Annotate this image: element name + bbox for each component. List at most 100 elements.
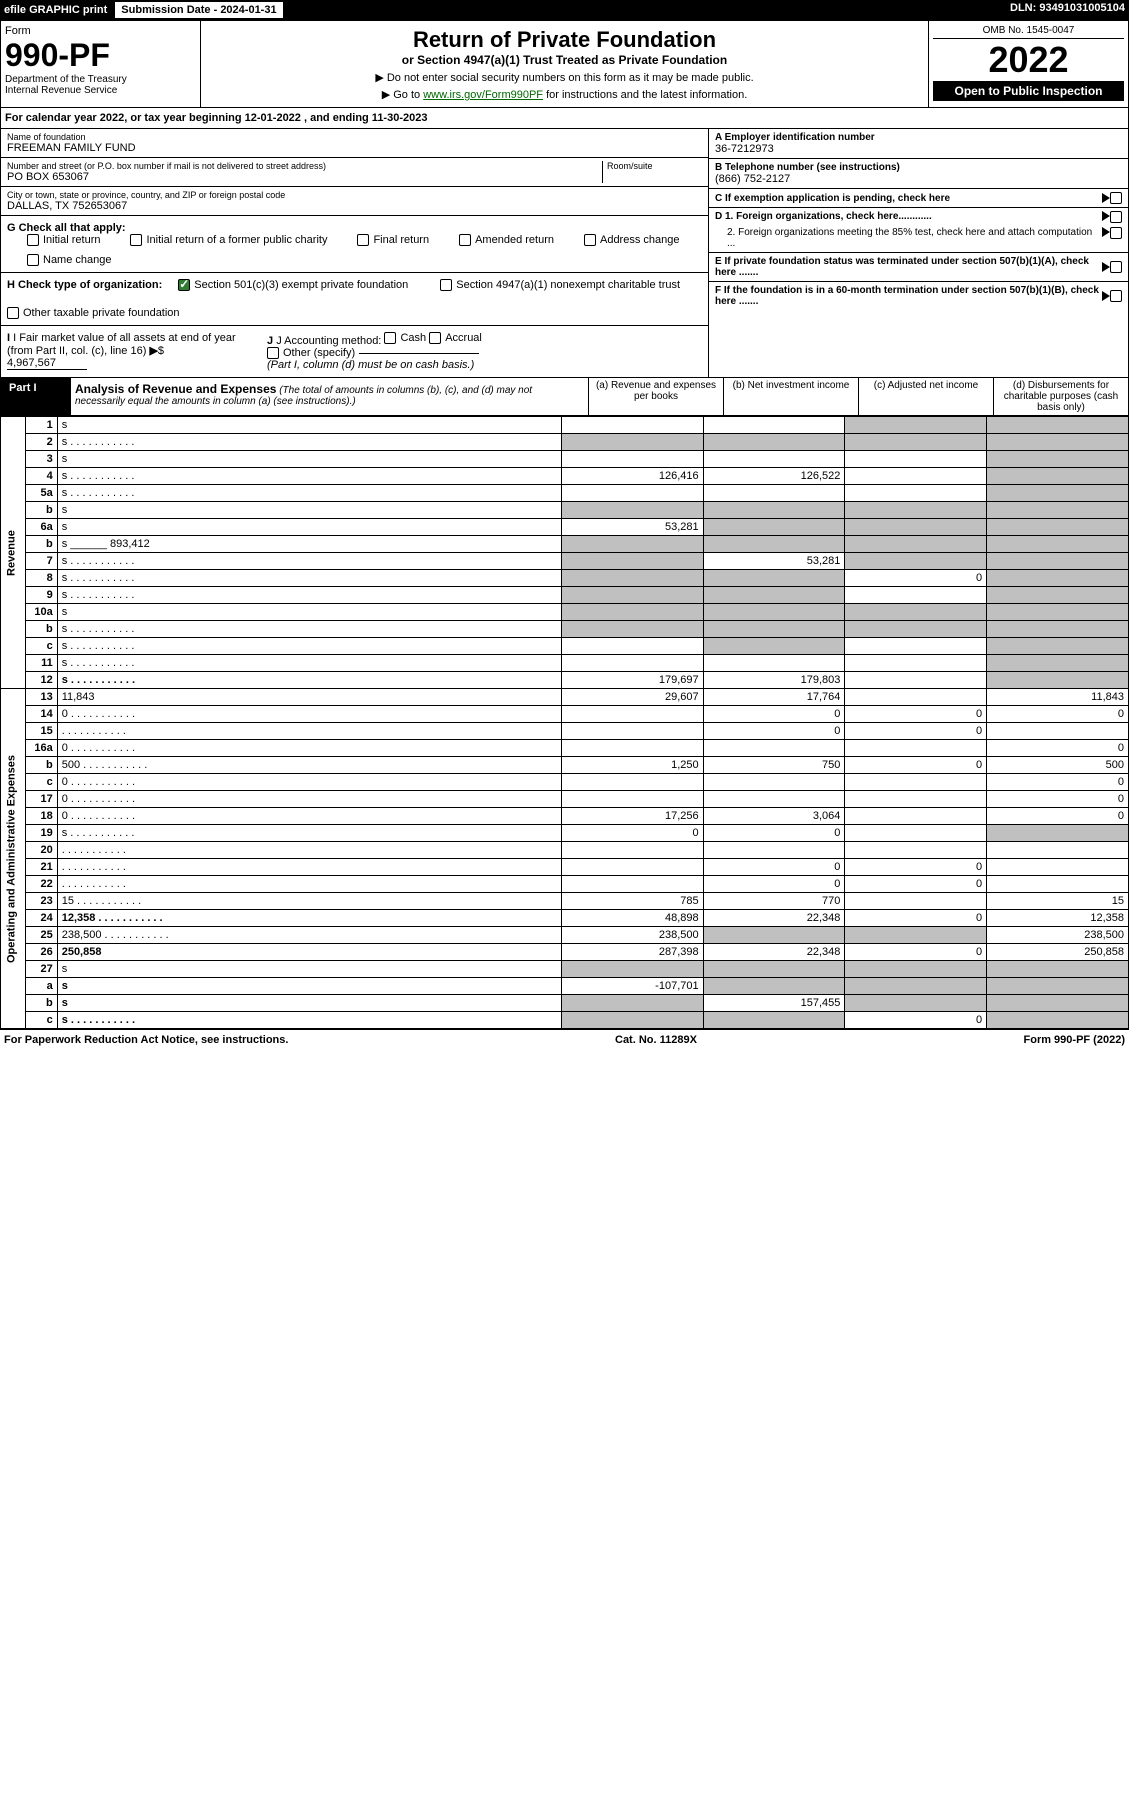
data-cell: 0	[987, 808, 1129, 825]
line-num: 16a	[26, 740, 58, 757]
g-name-change[interactable]: Name change	[27, 254, 112, 266]
g-initial-former[interactable]: Initial return of a former public charit…	[130, 234, 327, 246]
section-h: H Check type of organization: Section 50…	[1, 273, 708, 326]
data-cell	[703, 451, 845, 468]
data-cell	[845, 893, 987, 910]
line-desc: s	[57, 1012, 561, 1029]
form-header: Form 990-PF Department of the Treasury I…	[0, 20, 1129, 108]
data-cell	[845, 638, 987, 655]
data-cell	[561, 570, 703, 587]
data-cell	[561, 485, 703, 502]
line-desc: s	[57, 434, 561, 451]
table-row: 18017,2563,0640	[1, 808, 1129, 825]
dln: DLN: 93491031005104	[1010, 2, 1125, 18]
line-desc: s	[57, 995, 561, 1012]
g-final-return[interactable]: Final return	[357, 234, 429, 246]
data-cell	[845, 553, 987, 570]
line-desc: 0	[57, 706, 561, 723]
data-cell	[703, 927, 845, 944]
section-i-j: I I Fair market value of all assets at e…	[1, 326, 708, 377]
city-state-zip: DALLAS, TX 752653067	[7, 200, 702, 212]
line-desc: 0	[57, 791, 561, 808]
data-cell	[703, 961, 845, 978]
table-row: 12s179,697179,803	[1, 672, 1129, 689]
data-cell	[561, 587, 703, 604]
irs-link[interactable]: www.irs.gov/Form990PF	[423, 89, 543, 101]
table-row: c00	[1, 774, 1129, 791]
line-num: 2	[26, 434, 58, 451]
g-address-change[interactable]: Address change	[584, 234, 680, 246]
data-cell: 0	[703, 706, 845, 723]
expenses-side-label: Operating and Administrative Expenses	[1, 689, 26, 1029]
e-checkbox[interactable]	[1110, 261, 1122, 273]
d2-label: 2. Foreign organizations meeting the 85%…	[715, 227, 1102, 249]
data-cell	[987, 978, 1129, 995]
data-cell	[845, 808, 987, 825]
data-cell	[845, 774, 987, 791]
data-cell: 53,281	[703, 553, 845, 570]
line-num: 24	[26, 910, 58, 927]
h-other-taxable[interactable]: Other taxable private foundation	[7, 307, 180, 319]
line-desc: s	[57, 825, 561, 842]
line-num: 4	[26, 468, 58, 485]
table-row: 20	[1, 842, 1129, 859]
data-cell	[703, 774, 845, 791]
j-cash[interactable]: Cash	[384, 332, 426, 344]
data-cell	[987, 859, 1129, 876]
line-desc: 500	[57, 757, 561, 774]
g-amended-return[interactable]: Amended return	[459, 234, 554, 246]
data-cell	[703, 417, 845, 434]
table-row: as-107,701	[1, 978, 1129, 995]
section-g: G Check all that apply: Initial return I…	[1, 216, 708, 273]
table-row: b5001,2507500500	[1, 757, 1129, 774]
c-label: C If exemption application is pending, c…	[715, 193, 1102, 204]
data-cell	[987, 536, 1129, 553]
line-num: 19	[26, 825, 58, 842]
form-label: Form	[5, 25, 196, 37]
data-cell: 29,607	[561, 689, 703, 706]
h-4947[interactable]: Section 4947(a)(1) nonexempt charitable …	[440, 279, 680, 291]
form-number: 990-PF	[5, 37, 196, 74]
data-cell: 48,898	[561, 910, 703, 927]
part1-title: Analysis of Revenue and Expenses	[75, 382, 276, 396]
j-other[interactable]: Other (specify)	[267, 347, 482, 359]
b-label: B Telephone number (see instructions)	[715, 162, 1122, 173]
data-cell	[845, 842, 987, 859]
data-cell: 0	[987, 774, 1129, 791]
addr-label: Number and street (or P.O. box number if…	[7, 161, 602, 171]
col-d-hdr: (d) Disbursements for charitable purpose…	[993, 378, 1128, 415]
data-cell	[845, 689, 987, 706]
j-accrual[interactable]: Accrual	[429, 332, 482, 344]
data-cell	[703, 1012, 845, 1029]
g-initial-return[interactable]: Initial return	[27, 234, 100, 246]
data-cell	[987, 468, 1129, 485]
data-cell	[703, 570, 845, 587]
data-cell	[703, 434, 845, 451]
data-cell	[703, 621, 845, 638]
line-desc: 0	[57, 740, 561, 757]
table-row: 19s00	[1, 825, 1129, 842]
line-num: b	[26, 757, 58, 774]
data-cell: 0	[845, 706, 987, 723]
f-checkbox[interactable]	[1110, 290, 1122, 302]
data-cell	[987, 1012, 1129, 1029]
d1-checkbox[interactable]	[1110, 211, 1122, 223]
data-cell: 500	[987, 757, 1129, 774]
line-desc: 11,843	[57, 689, 561, 706]
table-row: 8s0	[1, 570, 1129, 587]
h-501c3[interactable]: Section 501(c)(3) exempt private foundat…	[178, 279, 408, 291]
data-cell: 287,398	[561, 944, 703, 961]
data-cell	[703, 978, 845, 995]
data-cell: 238,500	[561, 927, 703, 944]
line-num: 9	[26, 587, 58, 604]
data-cell	[703, 485, 845, 502]
line-num: 11	[26, 655, 58, 672]
data-cell	[703, 536, 845, 553]
d2-checkbox[interactable]	[1110, 227, 1122, 239]
data-cell: 22,348	[703, 910, 845, 927]
footer: For Paperwork Reduction Act Notice, see …	[0, 1029, 1129, 1050]
data-cell	[987, 825, 1129, 842]
c-checkbox[interactable]	[1110, 192, 1122, 204]
data-cell	[845, 536, 987, 553]
data-cell	[703, 638, 845, 655]
